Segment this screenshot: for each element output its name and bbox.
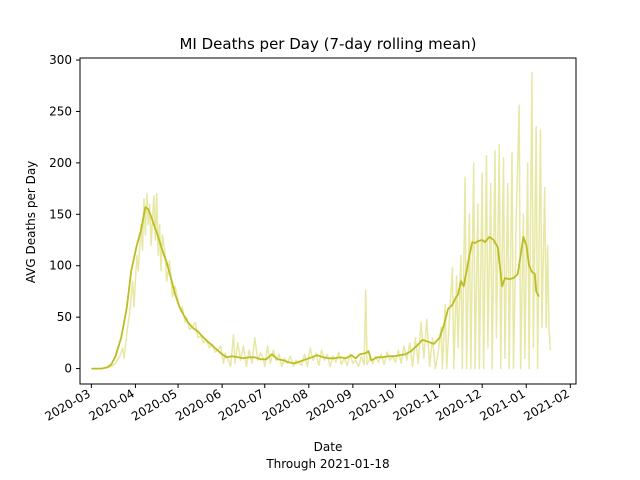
x-axis-label-note: Through 2021-01-18 bbox=[265, 457, 389, 471]
y-tick-label: 150 bbox=[49, 207, 72, 221]
y-axis-label: AVG Deaths per Day bbox=[24, 161, 38, 284]
y-tick-label: 50 bbox=[57, 310, 72, 324]
chart-title: MI Deaths per Day (7-day rolling mean) bbox=[179, 35, 476, 53]
y-tick-label: 200 bbox=[49, 156, 72, 170]
y-tick-label: 100 bbox=[49, 259, 72, 273]
series-line-raw bbox=[91, 71, 552, 370]
y-tick-label: 0 bbox=[64, 362, 72, 376]
x-axis-label: Date bbox=[314, 440, 343, 454]
y-tick-label: 250 bbox=[49, 104, 72, 118]
axes-frame bbox=[79, 57, 577, 385]
y-tick-label: 300 bbox=[49, 53, 72, 67]
series-line-rolling bbox=[91, 206, 540, 370]
